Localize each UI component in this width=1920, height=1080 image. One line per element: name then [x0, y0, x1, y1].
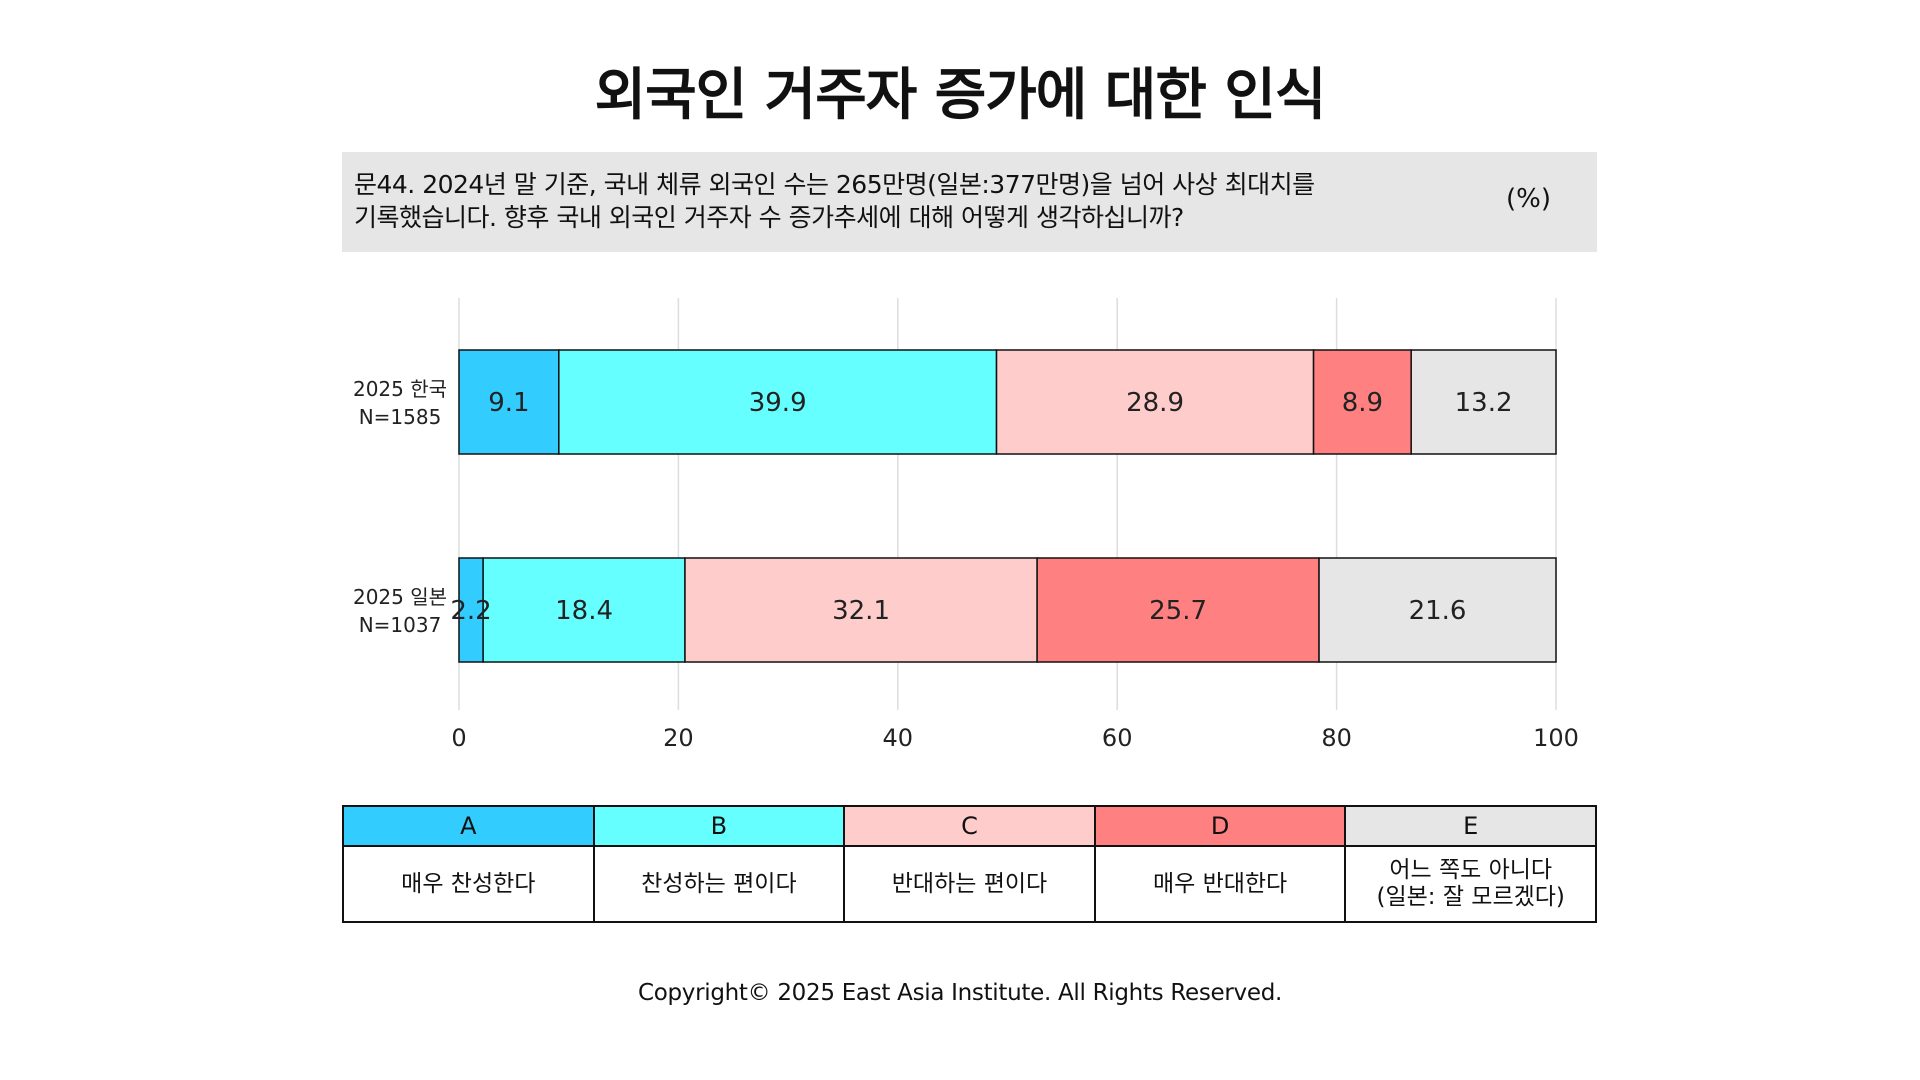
bar-segment	[1312, 349, 1412, 455]
legend-label-row: 매우 찬성한다 찬성하는 편이다 반대하는 편이다 매우 반대한다 어느 쪽도 아니다(…	[342, 845, 1597, 923]
data-label: 28.9	[1126, 388, 1184, 418]
category-label-line-1: 2025 한국	[353, 377, 447, 401]
legend-label-e: 어느 쪽도 아니다 (일본: 잘 모르겠다)	[1344, 845, 1597, 923]
question-line-2: 기록했습니다. 향후 국내 외국인 거주자 수 증가추세에 대해 어떻게 생각하…	[354, 203, 1184, 232]
legend-label-line: 찬성하는 편이다	[641, 870, 797, 897]
data-label: 2.2	[450, 596, 491, 626]
x-tick-label: 0	[451, 724, 466, 752]
legend-label-b: 찬성하는 편이다	[592, 845, 846, 923]
category-label-line-1: 2025 일본	[353, 585, 447, 609]
copyright: Copyright© 2025 East Asia Institute. All…	[637, 980, 1283, 1006]
bar-segment	[1036, 557, 1320, 663]
x-axis-ticks: 0 20 40 60 80 100	[451, 724, 1579, 752]
bar-segment	[684, 557, 1038, 663]
data-label: 39.9	[749, 388, 807, 418]
bar-segment	[1410, 349, 1557, 455]
legend-label-line: 어느 쪽도 아니다	[1389, 857, 1553, 883]
legend-label-d: 매우 반대한다	[1093, 845, 1347, 923]
category-label-line-2: N=1585	[359, 405, 442, 429]
stacked-bar-chart: 9.1 39.9 28.9 8.9 13.2 2.2 18.4 32.1 25.7 21.6 20…	[353, 298, 1579, 752]
bars	[458, 349, 1557, 663]
question-box: 문44. 2024년 말 기준, 국내 체류 외국인 수는 265만명(일본:3…	[342, 152, 1597, 252]
data-label: 8.9	[1342, 388, 1383, 418]
question-text: 문44. 2024년 말 기준, 국내 체류 외국인 수는 265만명(일본:3…	[354, 168, 1394, 234]
data-label: 18.4	[555, 596, 613, 626]
data-label: 21.6	[1409, 596, 1467, 626]
x-tick-label: 40	[883, 724, 914, 752]
question-line-1: 문44. 2024년 말 기준, 국내 체류 외국인 수는 265만명(일본:3…	[354, 170, 1315, 199]
legend-label-line: 반대하는 편이다	[891, 870, 1048, 897]
category-labels: 2025 한국 N=1585 2025 일본 N=1037	[353, 377, 447, 637]
legend-code-a: A	[342, 805, 595, 847]
data-label: 32.1	[832, 596, 890, 626]
x-tick-label: 80	[1321, 724, 1352, 752]
legend-label-c: 반대하는 편이다	[843, 845, 1096, 923]
data-label: 13.2	[1455, 388, 1513, 418]
category-label-line-2: N=1037	[359, 613, 442, 637]
legend-label-line: 매우 찬성한다	[401, 870, 536, 897]
legend-label-line: (일본: 잘 모르겠다)	[1376, 884, 1565, 910]
data-labels: 9.1 39.9 28.9 8.9 13.2 2.2 18.4 32.1 25.7 21.6	[450, 388, 1512, 626]
x-tick-label: 20	[663, 724, 694, 752]
legend-label-line: 매우 반대한다	[1152, 870, 1288, 897]
x-tick-label: 60	[1102, 724, 1133, 752]
chart-title: 외국인 거주자 증가에 대한 인식	[594, 63, 1327, 128]
bar-segment	[458, 557, 484, 663]
unit-label: (%)	[1506, 184, 1551, 214]
legend-code-c: C	[843, 805, 1096, 847]
legend-code-b: B	[592, 805, 846, 847]
legend-label-a: 매우 찬성한다	[342, 845, 595, 923]
data-label: 9.1	[488, 388, 529, 418]
bar-segment	[995, 349, 1315, 455]
x-tick-label: 100	[1533, 724, 1579, 752]
bar-segment	[1318, 557, 1557, 663]
legend-code-e: E	[1344, 805, 1597, 847]
legend-code-d: D	[1093, 805, 1347, 847]
data-label: 25.7	[1149, 596, 1207, 626]
